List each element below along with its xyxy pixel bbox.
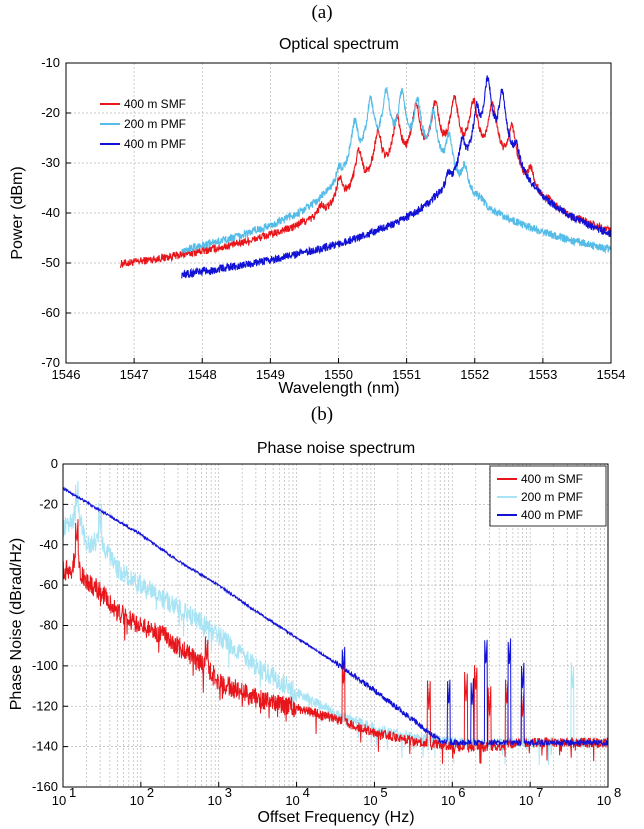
x-tick-label: 1549 [256,367,285,382]
x-tick-exponent: 6 [458,785,465,800]
y-tick-label: -60 [41,305,60,320]
y-tick-label: -70 [41,355,60,370]
x-tick-label: 10 [597,793,611,808]
y-tick-label: -100 [32,658,58,673]
legend-label: 400 m SMF [521,472,583,486]
x-tick-label: 1548 [188,367,217,382]
legend-label: 200 m PMF [521,490,583,504]
x-tick-label: 10 [441,793,455,808]
x-tick-label: 1554 [597,367,626,382]
y-tick-label: -30 [41,155,60,170]
y-tick-label: -160 [32,779,58,794]
x-tick-exponent: 7 [536,785,543,800]
chart-a-legend: 400 m SMF 200 m PMF 400 m PMF [100,97,186,151]
chart-a-xlabel: Wavelength (nm) [278,380,399,397]
y-tick-label: -140 [32,739,58,754]
x-tick-label: 10 [52,793,66,808]
x-tick-label: 10 [285,793,299,808]
x-tick-exponent: 8 [614,785,621,800]
panel-a-label: (a) [311,2,333,23]
y-tick-label: -120 [32,698,58,713]
legend-label: 400 m SMF [124,97,186,111]
y-tick-label: -10 [41,55,60,70]
x-tick-exponent: 4 [303,785,310,800]
chart-a-title: Optical spectrum [279,36,399,53]
series-line-0 [119,94,612,268]
legend-label: 400 m PMF [521,508,583,522]
x-tick-label: 1547 [120,367,149,382]
x-tick-label: 1552 [460,367,489,382]
x-tick-label: 10 [363,793,377,808]
x-tick-exponent: 3 [225,785,232,800]
chart-b-xlabel: Offset Frequency (Hz) [257,809,414,826]
series-line-2 [181,75,612,279]
x-tick-label: 10 [130,793,144,808]
series-line-0 [62,519,609,764]
y-tick-label: -40 [41,205,60,220]
y-tick-label: -50 [41,255,60,270]
y-tick-label: -20 [41,105,60,120]
x-tick-exponent: 1 [69,785,76,800]
optical-spectrum-chart: Optical spectrum 1546 1547 1548 1549 1550 155… [9,36,626,397]
legend-label: 400 m PMF [124,137,186,151]
x-tick-label: 1553 [528,367,557,382]
x-tick-exponent: 2 [147,785,154,800]
y-tick-label: -80 [39,618,58,633]
y-tick-label: -20 [39,496,58,511]
x-tick-label: 1550 [324,367,353,382]
x-tick-label: 1546 [52,367,81,382]
panel-b-label: (b) [310,404,334,425]
chart-a-ylabel: Power (dBm) [9,166,26,259]
y-tick-label: 0 [51,456,58,471]
series-line-1 [181,86,612,255]
x-tick-exponent: 5 [380,785,387,800]
x-tick-label: 10 [207,793,221,808]
series-line-2 [62,486,609,748]
chart-b-ylabel: Phase Noise (dBrad/Hz) [8,538,25,711]
chart-b-legend: 400 m SMF 200 m PMF 400 m PMF [489,465,607,527]
y-tick-label: -60 [39,577,58,592]
phase-noise-chart: Phase noise spectrum 1011021031041051061… [8,440,621,826]
y-tick-label: -40 [39,537,58,552]
chart-b-title: Phase noise spectrum [257,440,415,457]
x-tick-label: 10 [519,793,533,808]
x-tick-label: 1551 [392,367,421,382]
legend-label: 200 m PMF [124,117,186,131]
